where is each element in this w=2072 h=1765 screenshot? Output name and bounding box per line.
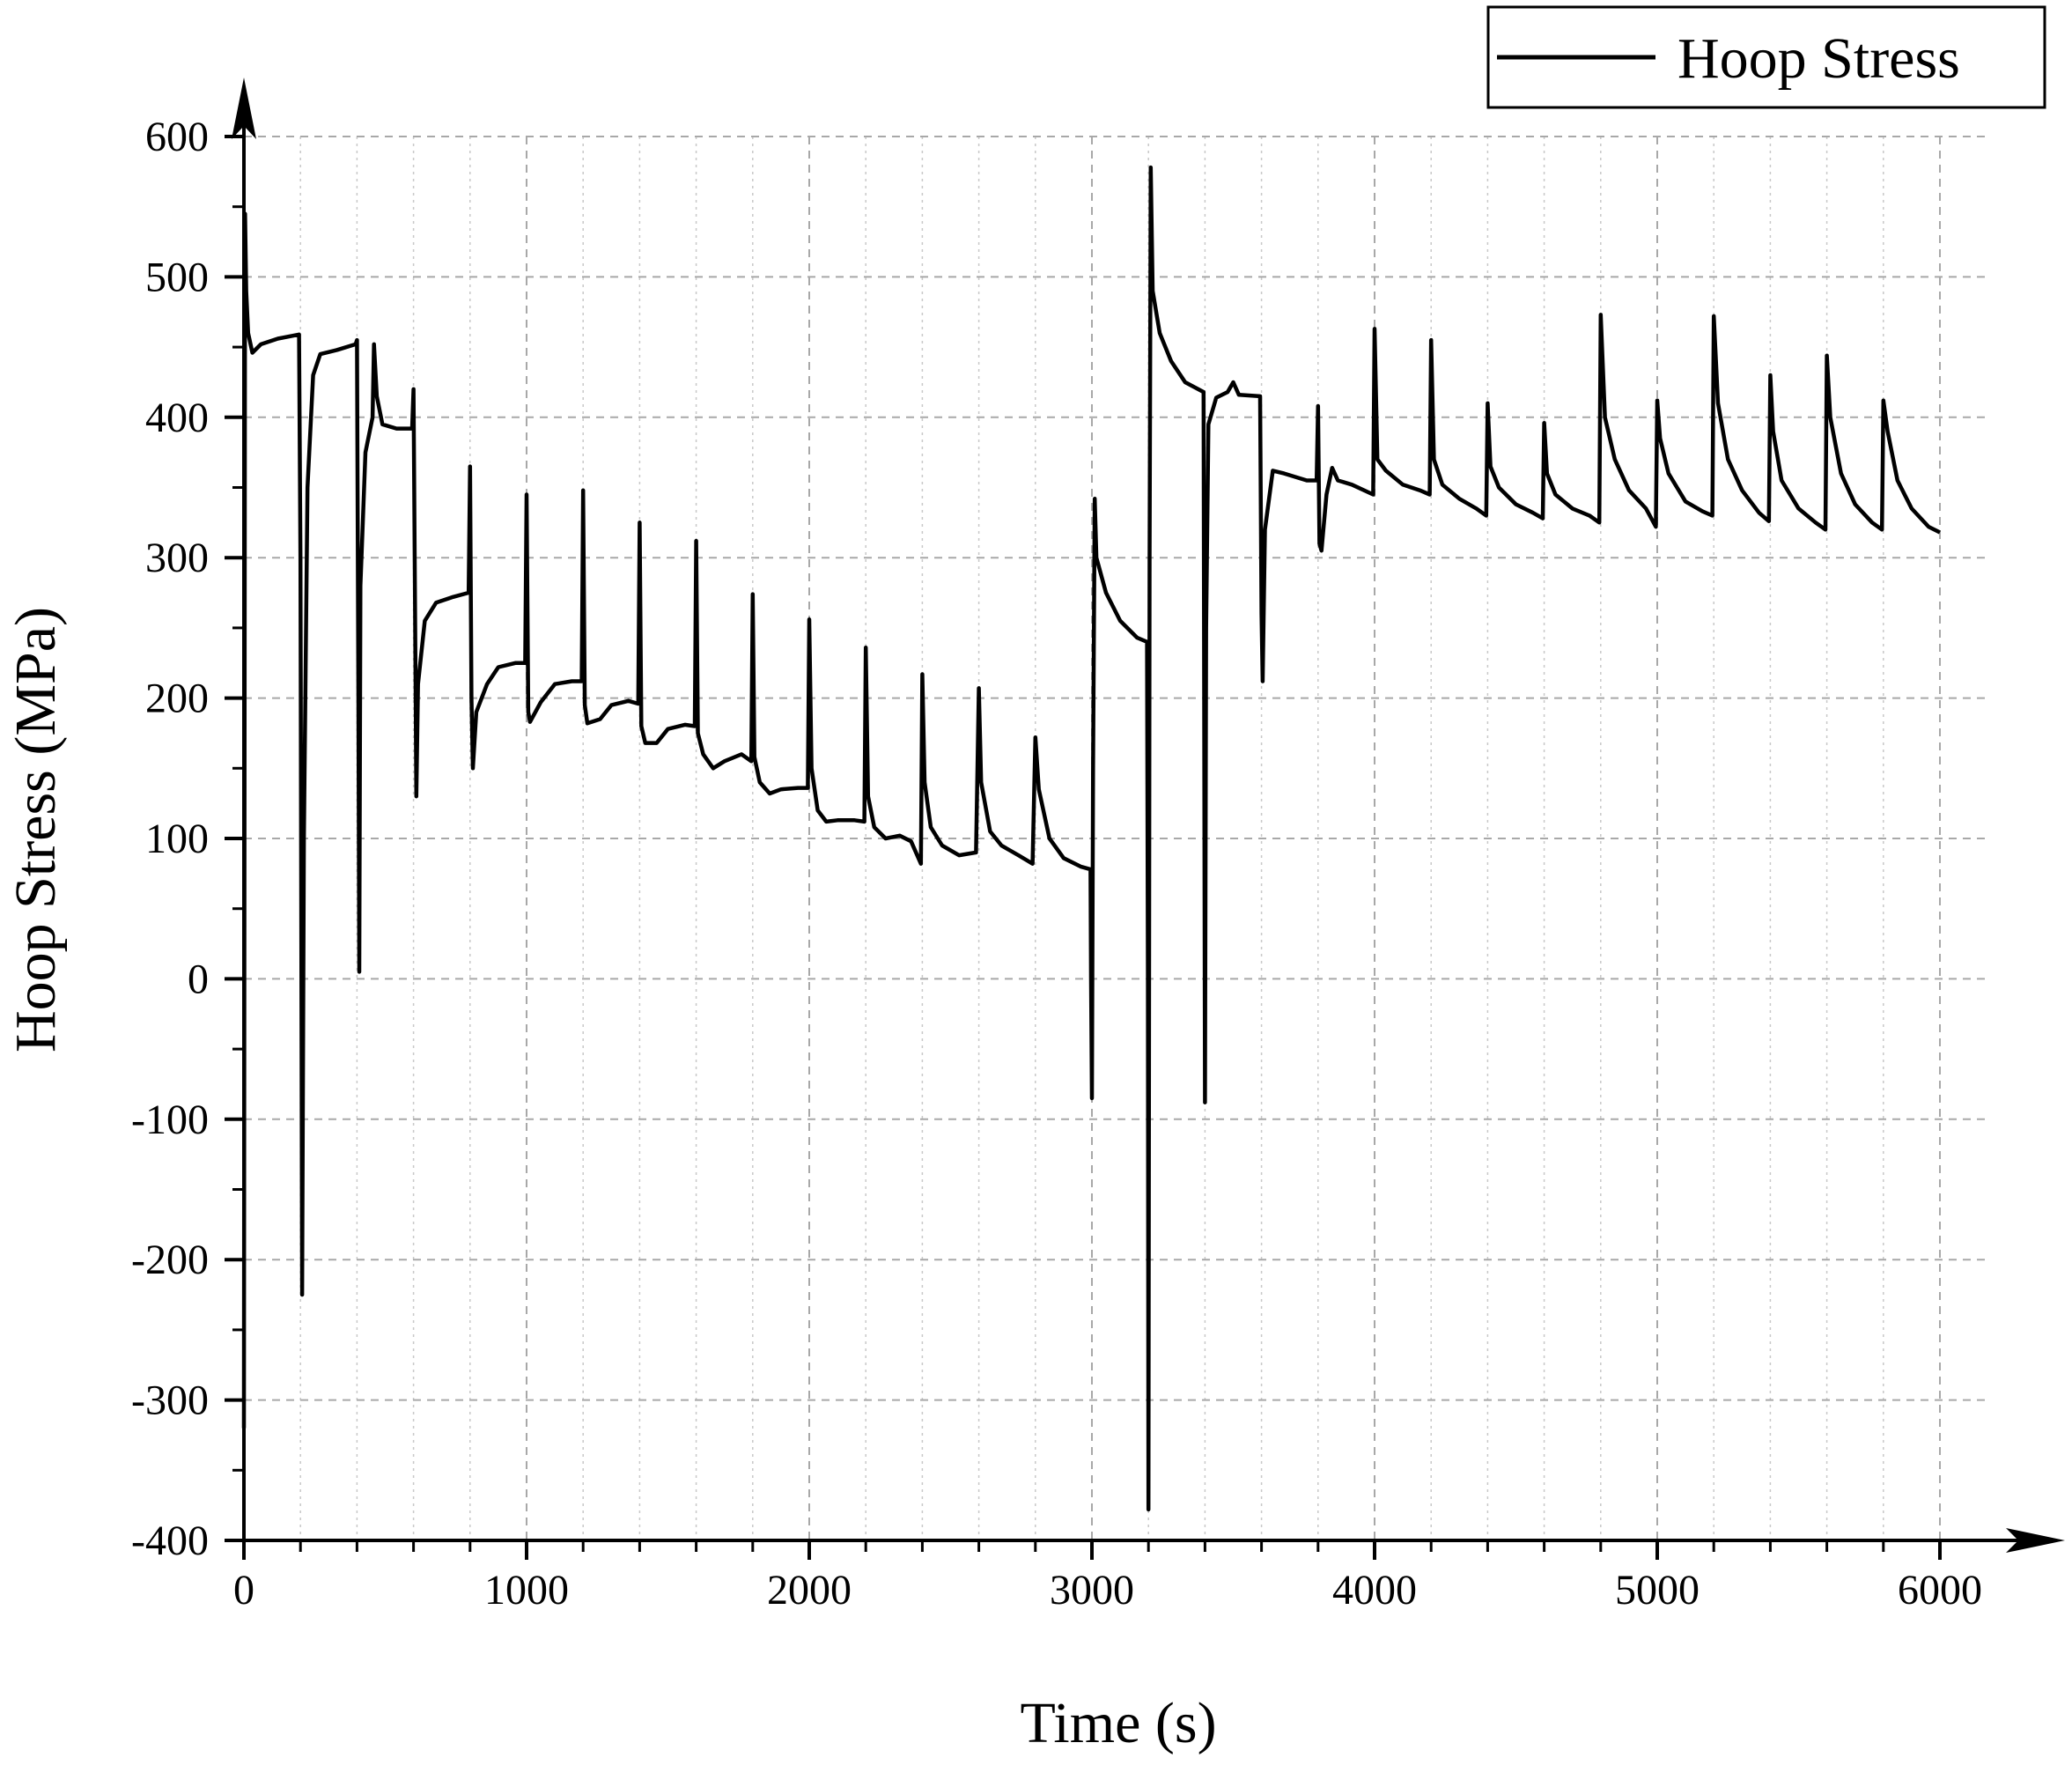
x-tick-label-3000: 3000: [1050, 1567, 1134, 1614]
y-axis-arrowhead: [232, 78, 256, 139]
x-tick-label-6000: 6000: [1898, 1567, 1982, 1614]
legend-label-hoop-stress: Hoop Stress: [1678, 26, 1960, 91]
y-tick-label-200: 200: [145, 676, 209, 722]
x-tick-label-0: 0: [233, 1567, 254, 1614]
y-tick-label-400: 400: [145, 395, 209, 441]
x-tick-label-1000: 1000: [484, 1567, 569, 1614]
y-tick-label--400: -400: [131, 1518, 209, 1564]
y-tick-label--100: -100: [131, 1097, 209, 1143]
x-axis-title: Time (s): [1020, 1691, 1216, 1755]
y-tick-label-300: 300: [145, 535, 209, 581]
y-tick-label-500: 500: [145, 254, 209, 300]
axes: [232, 78, 2065, 1553]
y-tick-label--300: -300: [131, 1377, 209, 1424]
ticks: [225, 135, 1942, 1560]
major-grid: [244, 136, 1986, 1540]
legend: Hoop Stress: [1486, 5, 2046, 109]
x-tick-label-4000: 4000: [1332, 1567, 1417, 1614]
series-layer: [241, 165, 1942, 1512]
y-tick-label-100: 100: [145, 816, 209, 862]
y-axis-title: Hoop Stress (MPa): [4, 607, 68, 1052]
y-tick-label-600: 600: [145, 114, 209, 160]
x-tick-label-2000: 2000: [767, 1567, 852, 1614]
y-tick-label-0: 0: [188, 956, 209, 1002]
x-tick-label-5000: 5000: [1615, 1567, 1700, 1614]
tick-labels: 0 1000 2000 3000 4000 5000 6000-400-300-200-10…: [131, 114, 1982, 1614]
hoop-stress-line: [241, 165, 1942, 1512]
y-tick-label--200: -200: [131, 1237, 209, 1283]
x-axis-arrowhead: [2006, 1528, 2065, 1553]
